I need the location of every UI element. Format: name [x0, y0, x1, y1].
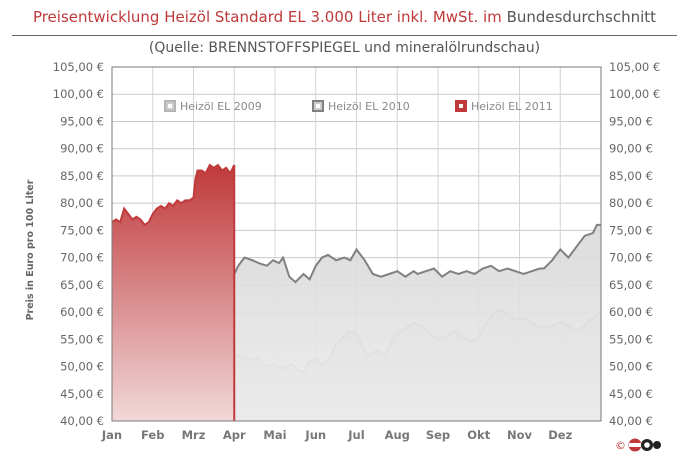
x-tick-label: Apr — [223, 428, 246, 442]
chart-title-main: Preisentwicklung Heizöl Standard EL 3.00… — [32, 8, 502, 26]
y-tick-label-left: 50,00 € — [60, 360, 104, 374]
y-tick-label-right: 95,00 € — [609, 114, 653, 128]
x-tick-label: Mai — [263, 428, 286, 442]
y-tick-label-left: 90,00 € — [60, 142, 104, 156]
x-tick-label: Okt — [467, 428, 490, 442]
y-tick-label-right: 100,00 € — [609, 87, 660, 101]
y-tick-label-right: 85,00 € — [609, 169, 653, 183]
y-tick-label-right: 90,00 € — [609, 142, 653, 156]
legend-swatch-inner — [459, 104, 463, 108]
legend-item: Heizöl EL 2011 — [455, 100, 553, 113]
x-tick-label: Nov — [507, 428, 533, 442]
x-tick-label: Sep — [426, 428, 450, 442]
y-tick-label-right: 40,00 € — [609, 414, 653, 428]
legend-swatch-inner — [168, 104, 172, 108]
y-tick-label-left: 80,00 € — [60, 196, 104, 210]
y-tick-label-right: 45,00 € — [609, 387, 653, 401]
y-tick-label-right: 55,00 € — [609, 332, 653, 346]
x-tick-label: Aug — [385, 428, 410, 442]
chart-title: Preisentwicklung Heizöl Standard EL 3.00… — [0, 8, 689, 26]
x-tick-label: Jan — [101, 428, 122, 442]
y-tick-label-left: 105,00 € — [53, 60, 104, 74]
y-tick-label-left: 70,00 € — [60, 251, 104, 265]
chart-title-suffix: Bundesdurchschnitt — [506, 8, 657, 26]
x-tick-label: Feb — [141, 428, 164, 442]
y-tick-label-left: 55,00 € — [60, 332, 104, 346]
y-tick-label-right: 50,00 € — [609, 360, 653, 374]
y-tick-label-right: 105,00 € — [609, 60, 660, 74]
y-tick-label-right: 60,00 € — [609, 305, 653, 319]
series-line-2011 — [111, 163, 236, 227]
legend-item: Heizöl EL 2009 — [164, 100, 262, 113]
copyright-symbol: © — [615, 439, 626, 452]
brennstoffspiegel-logo-icon: © — [614, 437, 662, 453]
legend-label: Heizöl EL 2011 — [471, 100, 553, 113]
plot-border — [111, 66, 602, 422]
legend-item: Heizöl EL 2010 — [312, 100, 410, 113]
y-tick-label-left: 75,00 € — [60, 223, 104, 237]
y-tick-label-left: 95,00 € — [60, 114, 104, 128]
y-tick-label-right: 65,00 € — [609, 278, 653, 292]
title-divider — [12, 35, 677, 36]
chart-subtitle: (Quelle: BRENNSTOFFSPIEGEL und mineralöl… — [148, 40, 541, 56]
y-tick-label-right: 75,00 € — [609, 223, 653, 237]
y-tick-label-right: 70,00 € — [609, 251, 653, 265]
legend-label: Heizöl EL 2009 — [180, 100, 262, 113]
x-tick-label: Mrz — [182, 428, 206, 442]
x-tick-label: Dez — [548, 428, 572, 442]
legend-label: Heizöl EL 2010 — [328, 100, 410, 113]
x-tick-label: Jun — [304, 428, 326, 442]
x-tick-label: Jul — [347, 428, 364, 442]
title-block: Preisentwicklung Heizöl Standard EL 3.00… — [0, 0, 689, 64]
y-tick-label-left: 65,00 € — [60, 278, 104, 292]
y-tick-label-left: 45,00 € — [60, 387, 104, 401]
y-tick-label-left: 40,00 € — [60, 414, 104, 428]
series-area-2011 — [112, 165, 235, 421]
y-axis-label: Preis in Euro pro 100 Liter — [25, 179, 36, 320]
y-tick-label-left: 100,00 € — [53, 87, 104, 101]
y-tick-label-right: 80,00 € — [609, 196, 653, 210]
y-tick-label-left: 85,00 € — [60, 169, 104, 183]
y-tick-label-left: 60,00 € — [60, 305, 104, 319]
legend-swatch-inner — [316, 104, 320, 108]
